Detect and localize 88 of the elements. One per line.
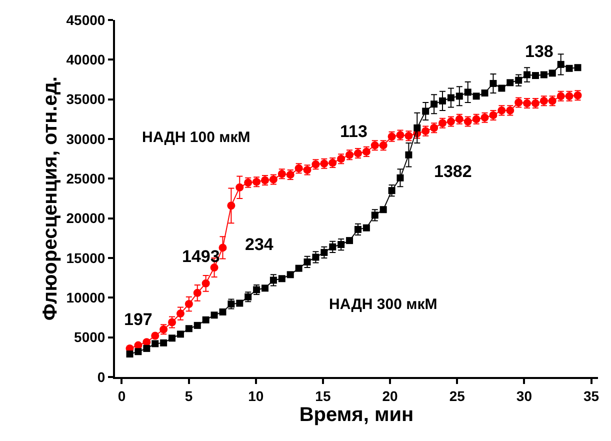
point [176, 330, 184, 338]
point [472, 92, 480, 100]
point [414, 124, 421, 132]
point [202, 279, 210, 288]
point [515, 76, 522, 84]
point [262, 284, 268, 292]
y-tick-label: 20000 [66, 210, 106, 226]
annotation: 234 [245, 235, 274, 254]
point [464, 88, 472, 96]
point [286, 271, 294, 278]
point [506, 79, 514, 86]
point [532, 72, 539, 80]
x-tick-label: 20 [382, 388, 398, 404]
point [329, 243, 336, 250]
x-tick-label: 0 [118, 388, 126, 404]
y-tick-label: 40000 [66, 52, 106, 68]
point [405, 151, 412, 158]
y-tick-label: 10000 [66, 290, 106, 306]
point [320, 248, 328, 256]
point [227, 202, 236, 210]
point [236, 183, 244, 192]
point [422, 108, 430, 115]
point [151, 332, 160, 340]
y-tick-label: 0 [97, 368, 106, 385]
y-tick-label: 30000 [66, 130, 106, 147]
point [219, 308, 226, 316]
x-tick-label: 10 [248, 388, 264, 404]
point [193, 288, 202, 297]
point [210, 312, 218, 319]
point [540, 71, 548, 78]
point [490, 80, 497, 87]
x-axis-title: Время, мин [299, 404, 414, 426]
point [134, 348, 142, 356]
y-tick-label: 25000 [66, 170, 106, 187]
point [354, 226, 362, 233]
text: НАДН 300 мкМ [329, 296, 438, 313]
point [184, 300, 193, 308]
point [566, 64, 573, 72]
point [126, 350, 134, 358]
point [346, 237, 354, 244]
point [270, 276, 277, 284]
point [456, 92, 463, 100]
point [278, 275, 286, 282]
point [548, 70, 556, 77]
point [557, 60, 564, 68]
point [371, 212, 378, 219]
point [152, 340, 159, 348]
point [362, 224, 370, 232]
point [218, 244, 227, 252]
y-tick-label: 35000 [66, 91, 106, 108]
point [236, 300, 244, 307]
text: НАДН 100 мкМ [142, 129, 250, 146]
annotation: 197 [124, 310, 152, 329]
point [481, 89, 488, 96]
point [574, 64, 582, 72]
point [312, 254, 320, 261]
point [194, 322, 201, 329]
y-tick-label: 5000 [74, 329, 106, 346]
point [380, 206, 387, 214]
point [168, 334, 176, 342]
point [202, 316, 210, 324]
point [143, 344, 150, 352]
x-tick-label: 5 [184, 388, 193, 404]
point [160, 339, 168, 346]
y-tick-label: 45000 [66, 12, 106, 28]
x-tick-label: 35 [584, 388, 600, 404]
point [176, 310, 184, 318]
x-tick-label: 30 [516, 388, 532, 404]
annotation: 113 [340, 122, 368, 141]
x-tick-label: 15 [315, 388, 331, 404]
point [439, 97, 446, 104]
annotation: 1382 [434, 162, 472, 181]
point [388, 187, 396, 194]
point [295, 264, 302, 272]
annotation: 1493 [182, 247, 220, 266]
point [304, 258, 311, 266]
y-tick-label: 15000 [66, 250, 106, 266]
annotation: 138 [525, 42, 554, 61]
y-axis-title: Флюоресценция, отн.ед. [39, 76, 62, 321]
point [338, 241, 345, 248]
point [396, 174, 404, 182]
point [185, 325, 192, 332]
point [498, 84, 506, 92]
point [447, 94, 454, 102]
point [430, 100, 438, 108]
x-tick-label: 25 [449, 388, 466, 404]
point [210, 264, 218, 272]
point [524, 71, 531, 78]
